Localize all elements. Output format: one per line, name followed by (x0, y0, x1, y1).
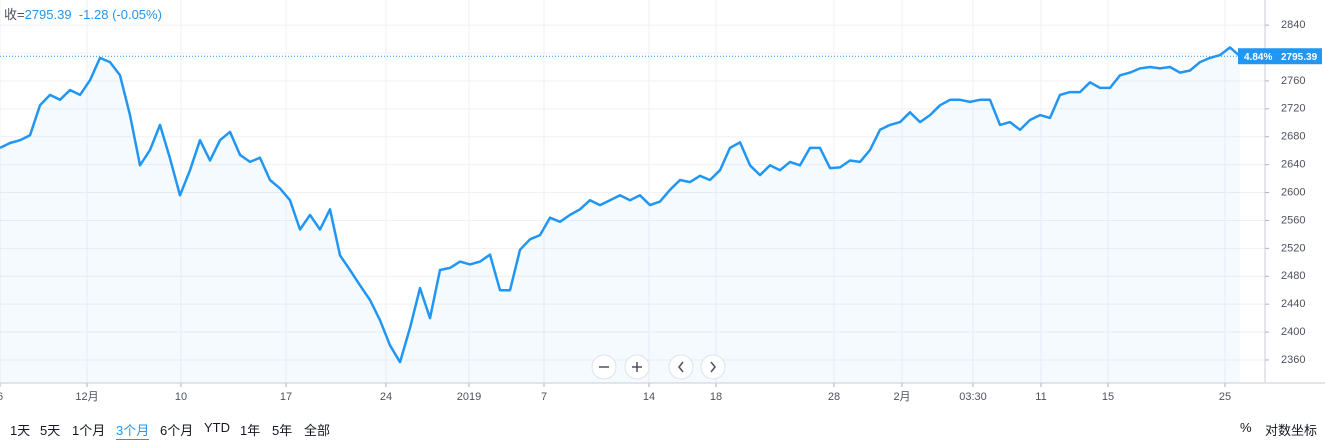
area-fill (0, 47, 1240, 384)
y-tick-label: 2520 (1281, 242, 1305, 254)
y-tick-label: 2480 (1281, 270, 1305, 282)
log-scale-toggle[interactable]: 对数坐标 (1265, 423, 1318, 438)
price-line (0, 46, 1241, 364)
range-button[interactable]: 1年 (240, 423, 261, 438)
price-tag-percent: 4.84% (1244, 52, 1272, 63)
x-tick-label: 10 (175, 391, 187, 403)
x-tick-label: 28 (828, 391, 840, 403)
grid (0, 0, 1265, 383)
plot (0, 46, 1265, 384)
x-tick-label: 17 (280, 391, 292, 403)
price-tag-price: 2795.39 (1281, 52, 1318, 63)
left-icon (678, 361, 684, 373)
x-tick-label: 6 (0, 391, 3, 403)
x-tick-label: 14 (643, 391, 655, 403)
x-tick-label: 2019 (457, 391, 481, 403)
right-icon (710, 361, 716, 373)
range-button[interactable]: 5年 (272, 423, 293, 438)
x-tick-label: 11 (1035, 391, 1046, 403)
legend: 收=2795.39 -1.28 (-0.05%) (4, 4, 162, 23)
x-tick-label: 7 (541, 391, 547, 403)
scroll-right-button[interactable] (700, 354, 726, 380)
y-tick-label: 2360 (1281, 354, 1305, 366)
y-tick-label: 2680 (1281, 131, 1305, 143)
scroll-left-button[interactable] (668, 354, 694, 380)
plus-icon (632, 362, 642, 372)
range-button[interactable]: 3个月 (116, 420, 150, 440)
x-tick-label: 18 (710, 391, 722, 403)
range-button[interactable]: 1个月 (72, 423, 106, 438)
x-tick-label: 25 (1219, 391, 1231, 403)
range-button[interactable]: 5天 (40, 423, 61, 438)
zoom-buttons (591, 354, 726, 380)
close-label: 收= (4, 7, 25, 22)
y-tick-label: 2400 (1281, 326, 1305, 338)
x-tick-label: 2月 (893, 391, 910, 403)
axes: 2360 2400 2440 2480 2520 2560 2600 2640 2680 2720… (0, 0, 1325, 403)
y-tick-label: 2840 (1281, 19, 1305, 31)
change: -1.28 (-0.05%) (78, 7, 162, 22)
x-tick-label: 03:30 (959, 391, 987, 403)
y-tick-label: 2720 (1281, 103, 1305, 115)
x-tick-label: 15 (1102, 391, 1114, 403)
toolbar: 1天 5天 1个月 3个月 6个月 YTD 1年 5年 全部% 对数坐标 (0, 416, 1325, 441)
range-button[interactable]: 全部 (304, 423, 331, 438)
range-button[interactable]: 1天 (10, 423, 31, 438)
price-tag (1238, 48, 1322, 65)
range-button[interactable]: YTD (204, 420, 230, 435)
y-tick-label: 2600 (1281, 186, 1305, 198)
close-value: 2795.39 (24, 7, 72, 22)
x-tick-label: 24 (380, 391, 392, 403)
y-tick-label: 2440 (1281, 298, 1305, 310)
y-tick-label: 2760 (1281, 75, 1305, 87)
chart: 2360 2400 2440 2480 2520 2560 2600 2640 2680 2720… (0, 0, 1325, 403)
x-tick-label: 12月 (75, 391, 98, 403)
range-button[interactable]: 6个月 (160, 423, 194, 438)
y-tick-label: 2640 (1281, 159, 1305, 171)
y-tick-label: 2560 (1281, 214, 1305, 226)
percent-toggle[interactable]: % (1240, 420, 1252, 435)
